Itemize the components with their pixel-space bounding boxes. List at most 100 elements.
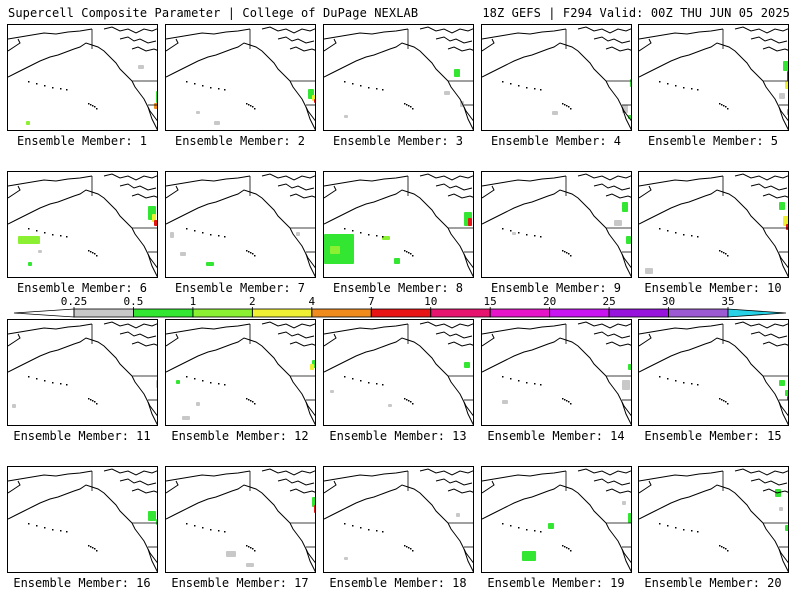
island [562, 545, 564, 547]
island [534, 383, 536, 385]
island [721, 546, 723, 548]
island [44, 527, 46, 529]
ensemble-member-label: Ensemble Member: 10 [644, 281, 782, 295]
coastline [305, 253, 315, 277]
coastline [277, 36, 315, 44]
island [725, 253, 727, 255]
coastline [482, 185, 495, 199]
ensemble-map-panel [165, 24, 316, 131]
coastline [482, 28, 567, 40]
island [721, 399, 723, 401]
legend-tick-label: 7 [368, 295, 375, 308]
ensemble-map-panel [7, 24, 158, 131]
scp-contour-area [170, 232, 174, 238]
island [697, 531, 699, 533]
island [675, 527, 677, 529]
ensemble-map-panel [638, 171, 789, 278]
island [186, 228, 188, 230]
coastline [166, 175, 251, 187]
map-area [639, 26, 788, 130]
legend-end-arrow-right [727, 308, 787, 318]
scp-contour-area [628, 364, 631, 370]
island [368, 529, 370, 531]
ensemble-member-label: Ensemble Member: 12 [171, 429, 309, 443]
model-run-valid-time: 18Z GEFS | F294 Valid: 00Z THU JUN 05 20… [482, 6, 790, 20]
island [412, 108, 414, 110]
island [92, 400, 94, 402]
island [534, 235, 536, 237]
map-area [639, 468, 788, 572]
scp-contour-area [314, 99, 315, 103]
coastline [482, 480, 495, 494]
island [376, 88, 378, 90]
island [376, 235, 378, 237]
island [406, 251, 408, 253]
island [526, 87, 528, 89]
coastline [261, 321, 315, 329]
coastline [762, 46, 788, 52]
island [562, 398, 564, 400]
island [727, 403, 729, 405]
scp-contour-area [344, 115, 348, 118]
ensemble-map-panel [481, 466, 632, 573]
coastline [734, 26, 788, 34]
coastline [734, 173, 788, 181]
ensemble-member-label: Ensemble Member: 7 [174, 281, 306, 295]
legend-color-bin [133, 308, 194, 318]
scp-contour-area [196, 402, 200, 406]
coastline [435, 331, 473, 339]
island [697, 384, 699, 386]
island [406, 399, 408, 401]
island [344, 228, 346, 230]
scp-contour-area [512, 232, 516, 235]
ensemble-map-panel [323, 171, 474, 278]
ensemble-map-panel [165, 171, 316, 278]
coastline [447, 80, 473, 122]
coastline [593, 331, 631, 339]
coastline [605, 227, 631, 269]
island [246, 250, 248, 252]
scp-contour-area [787, 71, 788, 81]
scp-contour-area [787, 109, 788, 115]
island [412, 403, 414, 405]
coastline [778, 548, 788, 572]
coastline [277, 183, 315, 191]
coastline [419, 321, 473, 329]
island [246, 545, 248, 547]
ensemble-member-label: Ensemble Member: 9 [490, 281, 622, 295]
island [408, 547, 410, 549]
island [540, 89, 542, 91]
coastline [8, 42, 133, 82]
island [562, 103, 564, 105]
map-area [482, 26, 631, 130]
island [410, 401, 412, 403]
legend-tick-label: 10 [424, 295, 437, 308]
island [352, 525, 354, 527]
ensemble-member-label: Ensemble Member: 13 [329, 429, 467, 443]
island [60, 530, 62, 532]
island [502, 81, 504, 83]
ensemble-map-panel [638, 319, 789, 426]
island [683, 234, 685, 236]
island [659, 376, 661, 378]
coastline [577, 26, 631, 34]
scp-contour-area [548, 523, 554, 529]
coastline [482, 484, 607, 524]
coastline [593, 36, 631, 44]
coastline [8, 28, 93, 40]
coastline [621, 548, 631, 572]
scp-contour-area [622, 202, 628, 212]
island [28, 228, 30, 230]
coastline [762, 375, 788, 417]
island [344, 81, 346, 83]
island [725, 401, 727, 403]
island [518, 380, 520, 382]
island [691, 88, 693, 90]
coastline [463, 106, 473, 130]
scp-contour-area [464, 362, 470, 368]
coastline [305, 548, 315, 572]
coastline [482, 175, 567, 187]
island [360, 232, 362, 234]
island [88, 398, 90, 400]
coastline [639, 333, 652, 347]
